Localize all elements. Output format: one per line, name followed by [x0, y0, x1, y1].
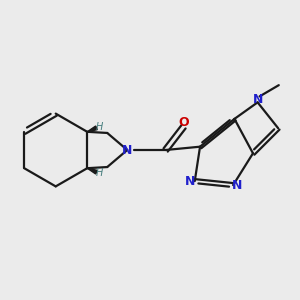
Text: N: N	[252, 93, 263, 106]
Text: N: N	[185, 175, 195, 188]
Text: H: H	[95, 169, 103, 178]
Polygon shape	[87, 168, 97, 174]
Polygon shape	[87, 126, 97, 132]
Text: O: O	[178, 116, 189, 129]
Text: N: N	[122, 143, 132, 157]
Text: N: N	[232, 179, 242, 192]
Text: H: H	[95, 122, 103, 131]
